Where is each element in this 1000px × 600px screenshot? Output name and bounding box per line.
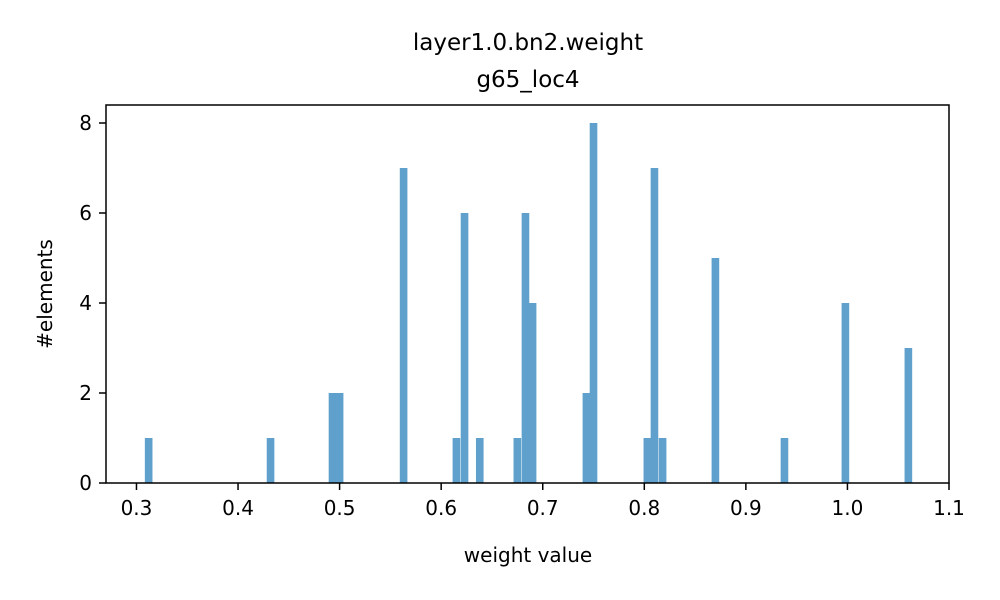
y-tick-label: 4	[79, 291, 92, 315]
histogram-bar	[528, 303, 537, 483]
histogram-bar	[841, 303, 850, 483]
x-tick-label: 0.6	[425, 496, 457, 520]
x-tick-label: 1.1	[933, 496, 965, 520]
histogram-bar	[266, 438, 275, 483]
plot-area-frame	[105, 104, 950, 484]
x-tick-label: 0.8	[628, 496, 660, 520]
histogram-bar	[335, 393, 344, 483]
histogram-bar	[643, 438, 652, 483]
histogram-bar	[650, 168, 659, 483]
y-axis-label: #elements	[33, 239, 57, 349]
histogram-bar	[582, 393, 591, 483]
histogram-bar	[328, 393, 337, 483]
x-tick-label: 0.3	[121, 496, 153, 520]
bars-group	[144, 123, 913, 483]
histogram-bar	[475, 438, 484, 483]
y-axis-ticks: 0 2 4 6 8	[79, 111, 106, 495]
histogram-bar	[780, 438, 789, 483]
x-tick-label: 0.5	[324, 496, 356, 520]
histogram-bar	[452, 438, 461, 483]
histogram-bar	[589, 123, 598, 483]
histogram-bar	[144, 438, 153, 483]
x-tick-label: 0.9	[730, 496, 762, 520]
histogram-bar	[711, 258, 720, 483]
y-tick-label: 0	[79, 471, 92, 495]
histogram-bar	[904, 348, 913, 483]
y-tick-label: 6	[79, 201, 92, 225]
x-axis-ticks: 0.3 0.4 0.5 0.6 0.7 0.8 0.9 1.0 1.1	[121, 483, 965, 520]
histogram-bar	[460, 213, 469, 483]
y-tick-label: 8	[79, 111, 92, 135]
chart-subtitle: g65_loc4	[476, 67, 579, 93]
x-tick-label: 0.4	[222, 496, 254, 520]
histogram-bar	[521, 213, 530, 483]
histogram-bar	[513, 438, 522, 483]
chart-title: layer1.0.bn2.weight	[413, 30, 643, 56]
y-tick-label: 2	[79, 381, 92, 405]
x-axis-label: weight value	[464, 543, 592, 567]
x-tick-label: 1.0	[832, 496, 864, 520]
histogram-bar	[399, 168, 408, 483]
histogram-bar	[658, 438, 667, 483]
x-tick-label: 0.7	[527, 496, 559, 520]
